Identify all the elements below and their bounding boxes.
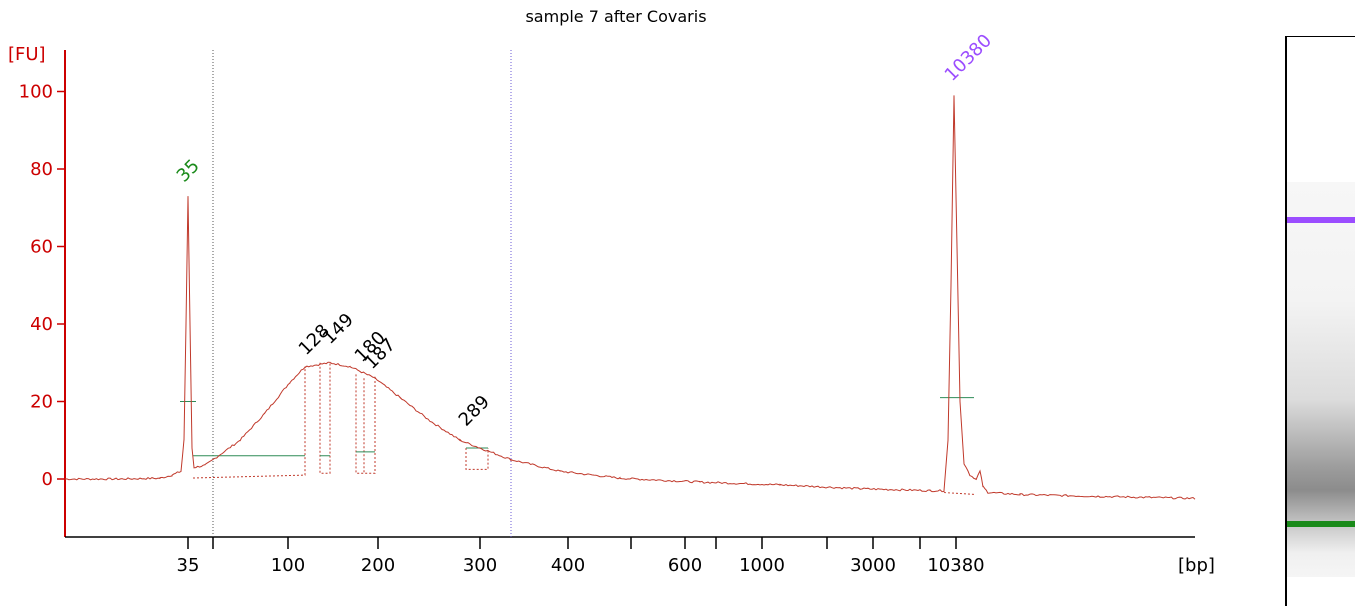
x-tick-label: 35 [177, 555, 200, 576]
y-unit-label: [FU] [8, 44, 46, 65]
peak-label: 289 [455, 391, 494, 430]
y-tick-label: 80 [30, 159, 53, 180]
axes: [FU] 0 20 40 60 80 100 35 100 200 300 400 600 1000 300… [8, 44, 1215, 576]
y-tick-label: 20 [30, 392, 53, 413]
x-tick-label: 400 [551, 555, 585, 576]
region-box [192, 366, 306, 479]
region-box [319, 362, 331, 474]
gel-image [1285, 36, 1355, 606]
region-box [943, 492, 976, 495]
peak-regions [180, 362, 976, 495]
region-box [355, 374, 376, 474]
x-tick-label: 300 [463, 555, 497, 576]
x-tick-label: 3000 [850, 555, 896, 576]
x-tick-label: 100 [271, 555, 305, 576]
peak-label: 35 [173, 155, 204, 186]
x-tick-label: 1000 [739, 555, 785, 576]
upper-marker-band [1287, 217, 1355, 223]
x-unit-label: [bp] [1178, 555, 1215, 576]
peak-label: 10380 [941, 30, 996, 85]
x-tick-label: 10380 [927, 555, 984, 576]
y-tick-label: 100 [19, 82, 53, 103]
series-trace [64, 95, 1196, 500]
region-box [465, 448, 489, 470]
x-tick-label: 600 [668, 555, 702, 576]
y-tick-label: 40 [30, 314, 53, 335]
electropherogram-chart: sample 7 after Covaris [FU] 0 20 40 60 80 100 3… [8, 7, 1215, 576]
y-tick-label: 0 [42, 469, 53, 490]
y-tick-label: 60 [30, 237, 53, 258]
lower-marker-band [1287, 521, 1355, 527]
range-markers [212, 50, 512, 537]
gel-lane [1287, 182, 1355, 577]
chart-title: sample 7 after Covaris [525, 7, 706, 26]
x-tick-label: 200 [361, 555, 395, 576]
